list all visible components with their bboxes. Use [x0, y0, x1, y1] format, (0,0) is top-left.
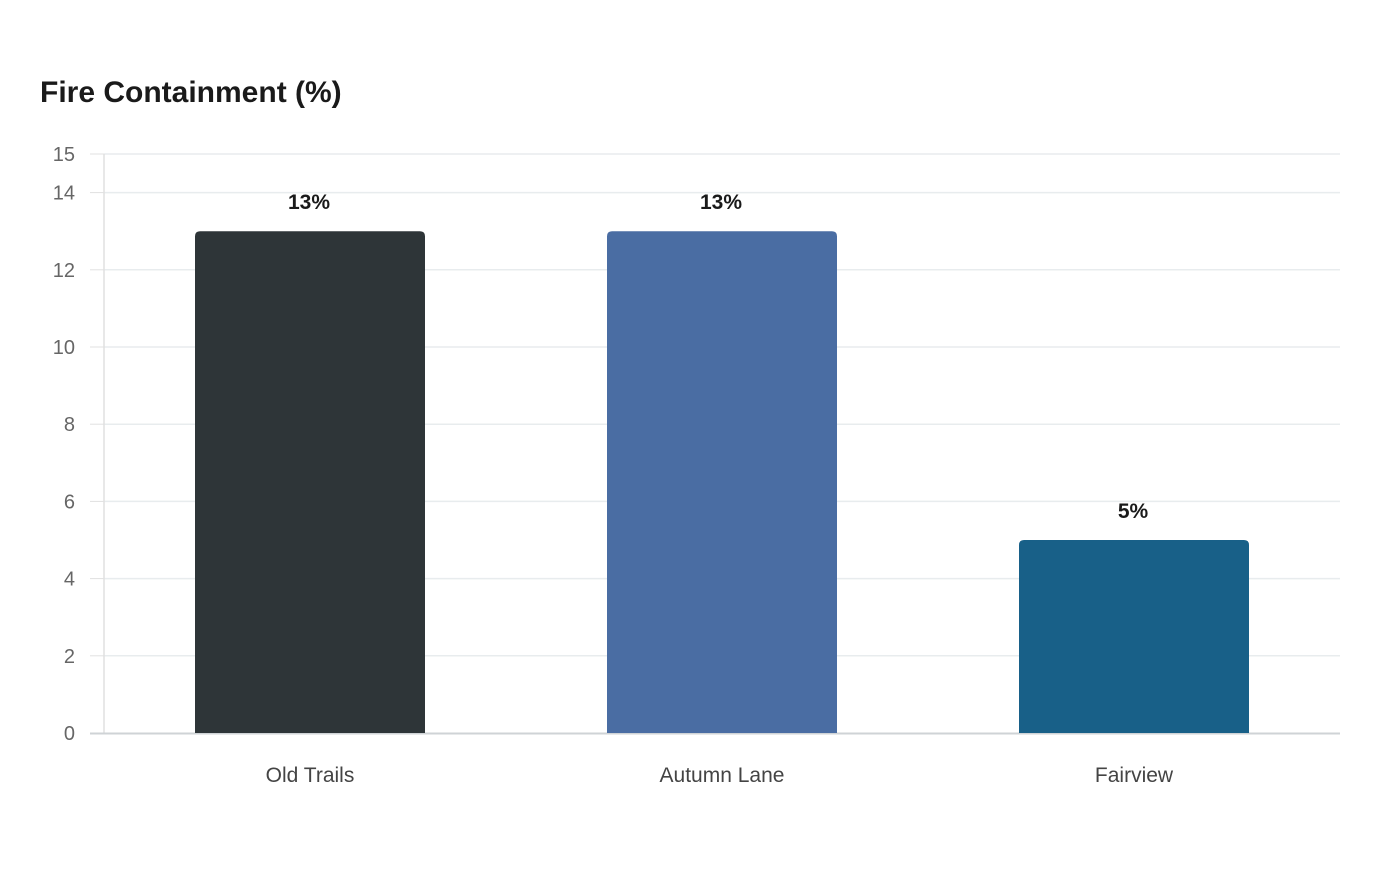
y-tick-label: 2 — [64, 646, 75, 668]
axes — [90, 153, 1340, 735]
x-tick-label: Fairview — [1095, 764, 1174, 787]
y-tick-label: 10 — [53, 337, 75, 359]
y-tick-label: 8 — [64, 414, 75, 436]
bar-old-trails[interactable] — [195, 231, 425, 733]
data-label: 13% — [700, 191, 742, 214]
y-tick-label: 6 — [64, 491, 75, 513]
y-tick-label: 12 — [53, 260, 75, 282]
bar-fairview[interactable] — [1019, 540, 1249, 733]
labels: 0 2 4 6 8 10 12 14 15 13% Old Trails 13% Autumn Lane… — [53, 144, 1174, 787]
data-label: 5% — [1118, 500, 1149, 523]
bar-autumn-lane[interactable] — [607, 231, 837, 733]
bars — [195, 231, 1249, 733]
y-tick-label: 4 — [64, 569, 75, 591]
y-tick-label: 14 — [53, 183, 75, 205]
x-tick-label: Old Trails — [266, 764, 355, 787]
chart-title: Fire Containment (%) — [40, 76, 342, 109]
x-tick-label: Autumn Lane — [660, 764, 785, 787]
y-tick-label: 15 — [53, 144, 75, 166]
y-tick-label: 0 — [64, 723, 75, 745]
data-label: 13% — [288, 191, 330, 214]
